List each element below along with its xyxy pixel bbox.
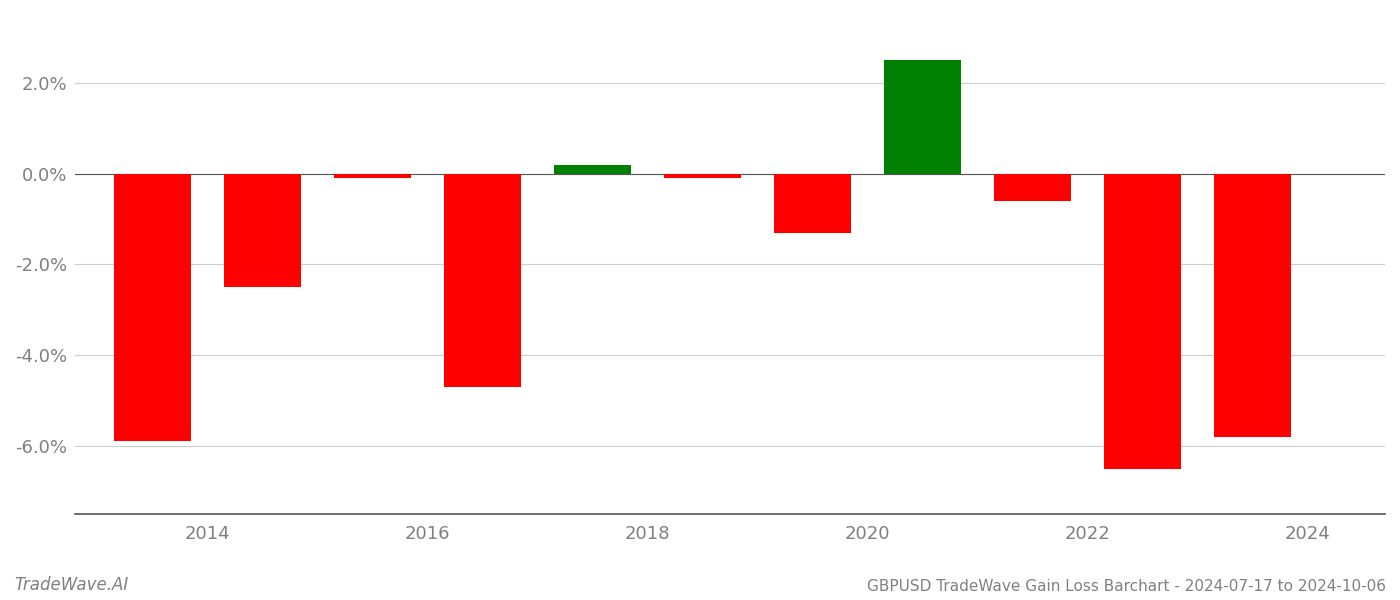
Bar <box>774 174 851 233</box>
Bar <box>224 174 301 287</box>
Bar <box>664 174 741 178</box>
Text: TradeWave.AI: TradeWave.AI <box>14 576 129 594</box>
Bar <box>1105 174 1182 469</box>
Bar <box>885 61 962 174</box>
Bar <box>554 164 631 174</box>
Bar <box>444 174 521 387</box>
Bar <box>994 174 1071 201</box>
Bar <box>1214 174 1291 437</box>
Bar <box>113 174 190 442</box>
Bar <box>335 174 412 178</box>
Text: GBPUSD TradeWave Gain Loss Barchart - 2024-07-17 to 2024-10-06: GBPUSD TradeWave Gain Loss Barchart - 20… <box>867 579 1386 594</box>
